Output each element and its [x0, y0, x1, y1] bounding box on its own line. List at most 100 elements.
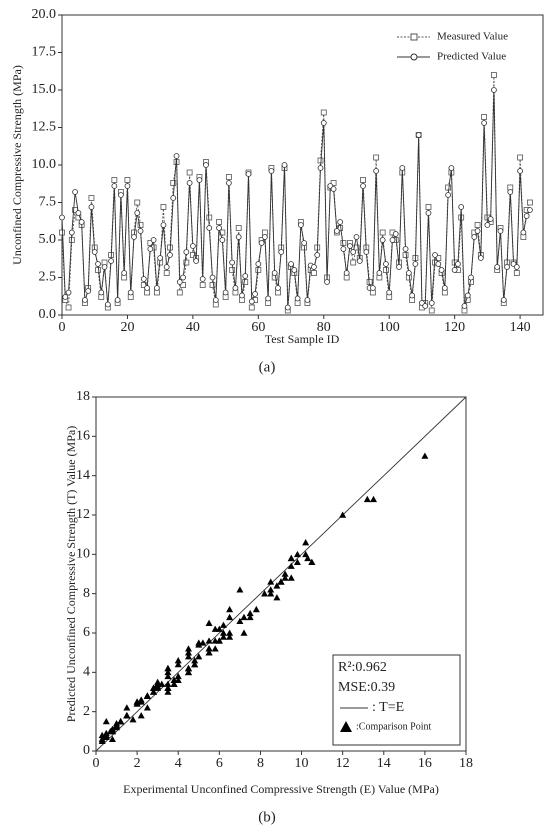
marker — [383, 261, 389, 267]
marker — [140, 276, 147, 282]
marker — [363, 249, 370, 255]
marker — [517, 154, 523, 161]
marker — [399, 165, 406, 171]
marker — [265, 295, 272, 302]
point — [191, 657, 199, 664]
point — [170, 676, 178, 683]
marker — [451, 267, 458, 273]
point — [174, 657, 182, 664]
x-tick-label: 18 — [459, 756, 473, 771]
point — [154, 680, 162, 687]
point — [211, 637, 219, 644]
x-tick-label: 12 — [336, 756, 350, 771]
point — [211, 645, 219, 652]
y-tick-label: 8 — [83, 586, 90, 601]
point — [185, 668, 192, 676]
marker — [235, 234, 242, 240]
marker — [111, 177, 118, 183]
point — [164, 672, 172, 680]
point — [226, 633, 234, 640]
point — [123, 704, 131, 711]
marker — [180, 282, 186, 288]
marker — [261, 234, 268, 240]
point — [195, 653, 203, 660]
marker — [209, 282, 216, 288]
marker — [297, 222, 304, 228]
marker — [271, 270, 278, 276]
marker — [137, 222, 144, 228]
marker — [124, 177, 131, 183]
x-tick-label: 80 — [317, 320, 331, 335]
y-tick-label: 12.5 — [32, 120, 57, 135]
point — [191, 660, 199, 668]
point — [339, 511, 347, 518]
marker — [275, 285, 281, 291]
marker — [438, 267, 445, 273]
marker — [229, 259, 236, 266]
marker — [176, 279, 183, 285]
x-tick-label: 2 — [134, 756, 141, 771]
y-tick-label: 16 — [76, 429, 90, 444]
marker — [101, 264, 108, 270]
marker — [131, 234, 137, 240]
marker — [88, 204, 95, 210]
marker — [405, 270, 412, 276]
marker — [163, 264, 170, 270]
marker — [340, 240, 347, 246]
x-tick-label: 4 — [175, 756, 182, 771]
point — [129, 716, 137, 723]
marker — [383, 267, 389, 273]
marker — [88, 195, 95, 201]
marker — [491, 72, 497, 78]
marker — [409, 292, 416, 299]
caption: (a) — [259, 359, 276, 375]
point — [219, 621, 227, 628]
point — [117, 718, 125, 725]
marker — [379, 229, 386, 236]
marker — [520, 229, 527, 236]
marker — [225, 180, 232, 186]
point — [219, 629, 227, 636]
point — [226, 605, 234, 613]
marker — [497, 228, 504, 234]
marker — [474, 228, 481, 234]
point — [108, 727, 116, 735]
x-tick-label: 120 — [444, 320, 465, 335]
marker — [481, 114, 488, 120]
marker — [445, 184, 452, 191]
y-axis-label: Unconfined Compressive Strength (MPa) — [10, 65, 24, 265]
point — [205, 645, 213, 652]
x-tick-label: 0 — [59, 320, 66, 335]
marker — [435, 261, 442, 267]
marker — [248, 298, 255, 305]
marker — [350, 259, 357, 266]
point — [185, 664, 192, 672]
point — [293, 550, 301, 558]
marker — [157, 255, 164, 261]
point — [304, 554, 312, 562]
marker — [527, 207, 533, 213]
marker — [471, 234, 478, 240]
marker — [477, 255, 484, 261]
marker — [304, 297, 311, 303]
x-tick-label: 60 — [251, 320, 265, 335]
point — [195, 641, 203, 648]
point — [98, 731, 106, 739]
point — [370, 495, 377, 503]
marker — [494, 264, 501, 270]
marker — [68, 229, 75, 236]
marker — [153, 285, 160, 291]
marker — [199, 276, 206, 282]
marker — [428, 307, 435, 314]
marker — [415, 132, 422, 138]
marker — [441, 285, 448, 291]
y-tick-label: 2 — [83, 704, 90, 719]
x-tick-label: 0 — [93, 756, 100, 771]
point — [143, 704, 151, 711]
point — [137, 698, 145, 705]
y-tick-label: 12 — [76, 507, 90, 522]
point — [123, 712, 131, 719]
point — [287, 554, 295, 562]
point — [363, 495, 371, 503]
